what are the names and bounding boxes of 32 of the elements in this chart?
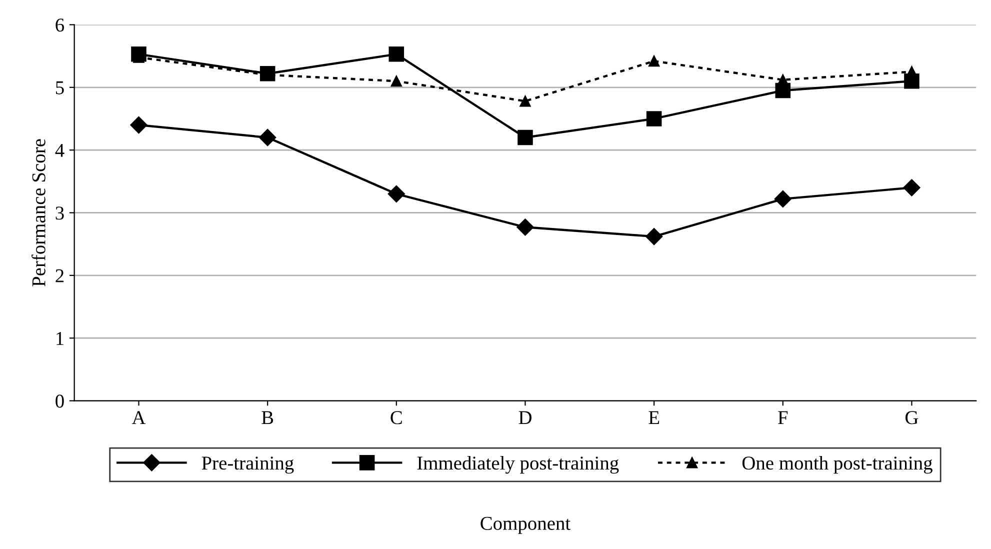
point bbox=[646, 111, 662, 126]
x-tick-label: G bbox=[906, 411, 918, 424]
y-axis-title: Performance Score bbox=[31, 139, 46, 286]
point bbox=[648, 56, 660, 67]
point bbox=[903, 179, 920, 196]
x-tick-label: C bbox=[390, 411, 402, 424]
point bbox=[516, 218, 534, 236]
legend-label: One month post-training bbox=[742, 456, 932, 474]
y-tick-label: 2 bbox=[56, 269, 64, 282]
x-axis-title: Component bbox=[480, 516, 570, 534]
y-tick-label: 0 bbox=[56, 394, 64, 408]
point bbox=[388, 185, 405, 202]
point bbox=[259, 128, 276, 146]
y-tick-label: 3 bbox=[56, 206, 64, 220]
legend-label: Pre-training bbox=[202, 456, 294, 474]
x-tick-label: A bbox=[132, 411, 146, 424]
y-tick-label: 1 bbox=[56, 332, 64, 345]
y-tick-label: 5 bbox=[56, 81, 64, 94]
x-tick-label: F bbox=[778, 411, 788, 424]
x-tick-label: D bbox=[518, 411, 532, 424]
y-tick-label: 6 bbox=[56, 18, 64, 32]
point bbox=[774, 190, 792, 208]
point bbox=[390, 76, 402, 87]
x-tick-label: E bbox=[648, 411, 660, 424]
point bbox=[520, 96, 531, 107]
legend-label: Immediately post-training bbox=[417, 456, 619, 474]
point bbox=[388, 46, 404, 62]
x-tick-label: B bbox=[262, 411, 274, 424]
y-tick-label: 4 bbox=[55, 144, 64, 157]
point bbox=[646, 228, 663, 246]
point bbox=[130, 116, 148, 134]
point bbox=[518, 130, 533, 146]
